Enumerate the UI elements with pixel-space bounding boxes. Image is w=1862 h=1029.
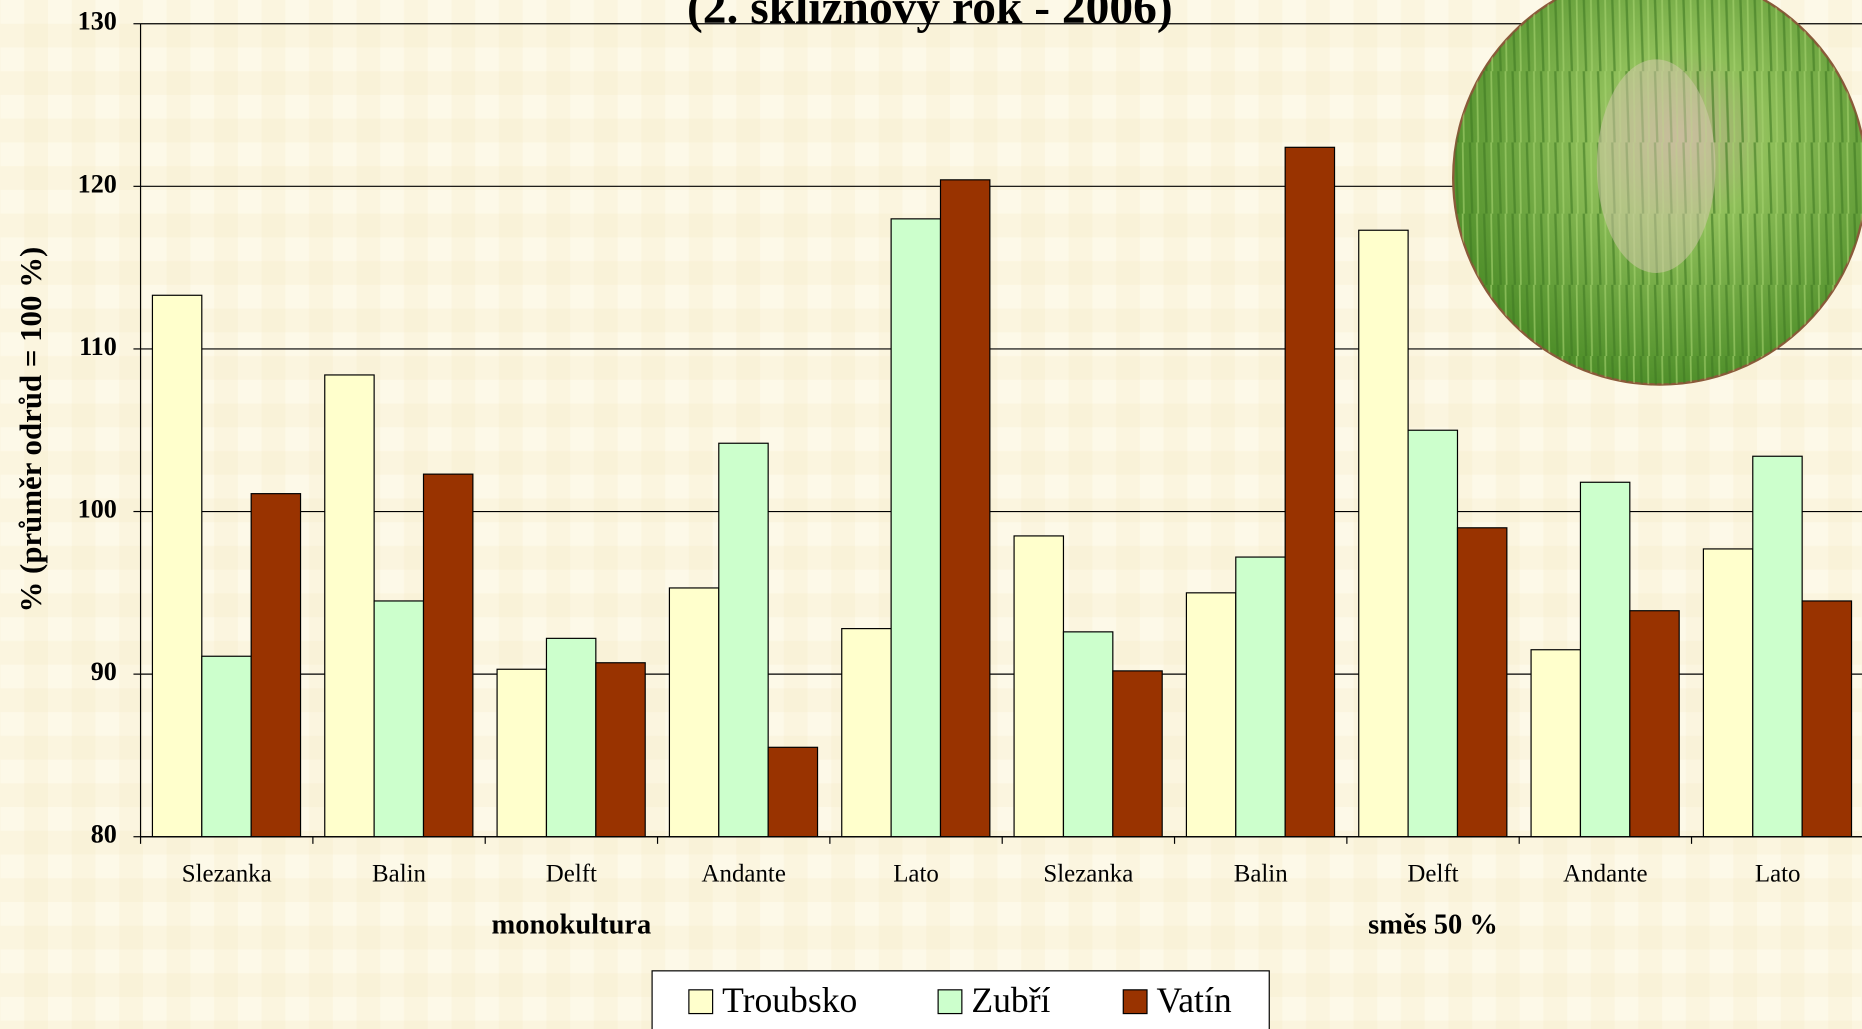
bar (201, 655, 252, 838)
legend-swatch (937, 989, 963, 1015)
legend-label: Vatín (1157, 980, 1232, 1020)
bar (496, 668, 548, 838)
bar (151, 294, 203, 838)
bar (1185, 592, 1237, 838)
bar (668, 587, 720, 838)
x-tick-label: Balin (372, 861, 427, 888)
bar (1235, 556, 1286, 838)
bar (545, 637, 597, 838)
legend-label: Troubsko (722, 980, 857, 1020)
y-tick-label: 80 (91, 820, 117, 849)
x-tick-label: Andante (702, 861, 786, 888)
y-tick-label: 100 (78, 495, 117, 524)
legend-items: Troubsko Zubří Vatín (688, 980, 1232, 1020)
y-tick-label: 90 (91, 657, 117, 686)
bar (1629, 610, 1680, 838)
bar (1530, 649, 1582, 838)
plot-area: 80 90 100 110 120 130 Slezanka Balin Delft Andant… (78, 7, 1862, 940)
x-tick-label: Slezanka (1043, 861, 1133, 888)
y-tick-label: 110 (79, 332, 117, 361)
x-tick-label: Delft (546, 861, 597, 888)
bar (422, 473, 474, 838)
bar (767, 746, 819, 838)
bar (718, 442, 769, 838)
group-label: směs 50 % (1368, 909, 1498, 940)
bar (595, 662, 646, 838)
legend-swatch (688, 989, 714, 1015)
group-label: monokultura (491, 909, 651, 940)
bar (1702, 548, 1754, 838)
x-tick-label: Lato (893, 861, 939, 888)
x-tick-label: Slezanka (182, 861, 272, 888)
bar (250, 493, 302, 838)
y-tick-label: 120 (78, 169, 117, 198)
bar (1062, 631, 1114, 838)
bar (1752, 455, 1803, 838)
bar (1013, 535, 1065, 838)
photo (1452, 0, 1862, 386)
bar (324, 374, 375, 838)
bar (373, 600, 425, 838)
legend-swatch (1122, 989, 1148, 1015)
bar (1358, 229, 1409, 838)
bar (1456, 527, 1508, 838)
x-tick-label: Lato (1755, 861, 1801, 888)
x-tick-label: Balin (1234, 861, 1289, 888)
y-tick-label: 130 (78, 7, 117, 36)
x-tick-label: Delft (1407, 861, 1458, 888)
bar (841, 628, 892, 838)
bar (1801, 600, 1853, 838)
legend-label: Zubří (971, 980, 1050, 1020)
y-axis-label: % (průměr odrůd = 100 %) (14, 247, 48, 613)
chart-title: (2. sklizňový rok - 2006) (687, 0, 1173, 34)
bar (890, 218, 942, 838)
bar (1407, 429, 1459, 838)
bar (1112, 670, 1163, 838)
bar (1579, 481, 1631, 838)
bar (1284, 146, 1336, 838)
x-tick-label: Andante (1563, 861, 1647, 888)
bar (939, 179, 991, 838)
